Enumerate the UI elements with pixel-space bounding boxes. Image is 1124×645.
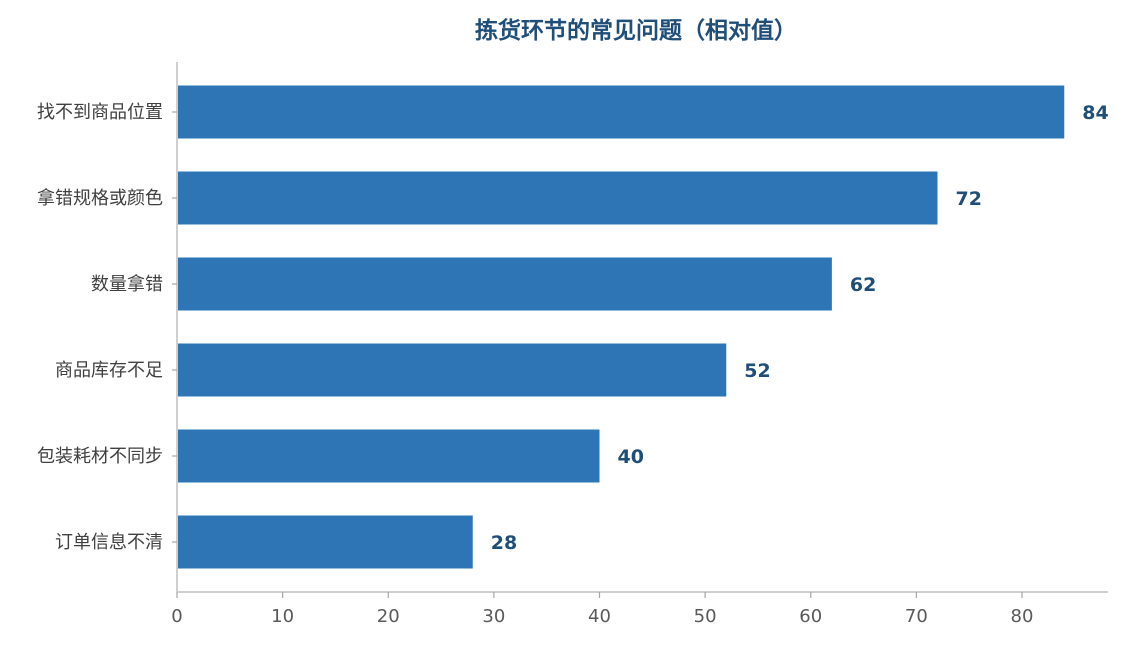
value-label: 72 xyxy=(956,188,982,210)
x-tick-label: 80 xyxy=(1011,606,1034,627)
bar xyxy=(178,429,600,483)
value-label: 52 xyxy=(744,360,770,382)
axes-layer xyxy=(176,62,1108,593)
category-label: 数量拿错 xyxy=(91,273,163,295)
bars-layer xyxy=(178,85,1065,569)
category-label: 找不到商品位置 xyxy=(37,102,163,123)
category-label: 拿错规格或颜色 xyxy=(37,187,163,209)
category-label: 包装耗材不同步 xyxy=(37,446,163,467)
x-tick-label: 30 xyxy=(482,606,505,627)
bar xyxy=(178,257,832,311)
x-tick-label: 0 xyxy=(171,606,182,627)
x-tick-label: 50 xyxy=(694,606,717,627)
value-label: 40 xyxy=(618,446,644,468)
x-tick-label: 40 xyxy=(588,606,611,627)
chart-title: 拣货环节的常见问题（相对值） xyxy=(475,17,797,44)
x-tick-label: 10 xyxy=(271,606,294,627)
x-tick-label: 70 xyxy=(905,606,928,627)
bar xyxy=(178,85,1065,139)
value-label: 84 xyxy=(1082,102,1108,124)
value-labels-layer: 84 72 62 52 40 28 xyxy=(491,102,1109,554)
category-label: 订单信息不清 xyxy=(55,532,163,553)
x-ticks-layer: 0 10 20 30 40 50 60 70 80 xyxy=(171,592,1033,627)
x-tick-label: 60 xyxy=(799,606,822,627)
x-tick-label: 20 xyxy=(377,606,400,627)
bar xyxy=(178,515,473,569)
value-label: 28 xyxy=(491,532,517,554)
category-label: 商品库存不足 xyxy=(55,360,163,381)
bar xyxy=(178,171,938,225)
value-label: 62 xyxy=(850,274,876,296)
bar xyxy=(178,343,727,397)
